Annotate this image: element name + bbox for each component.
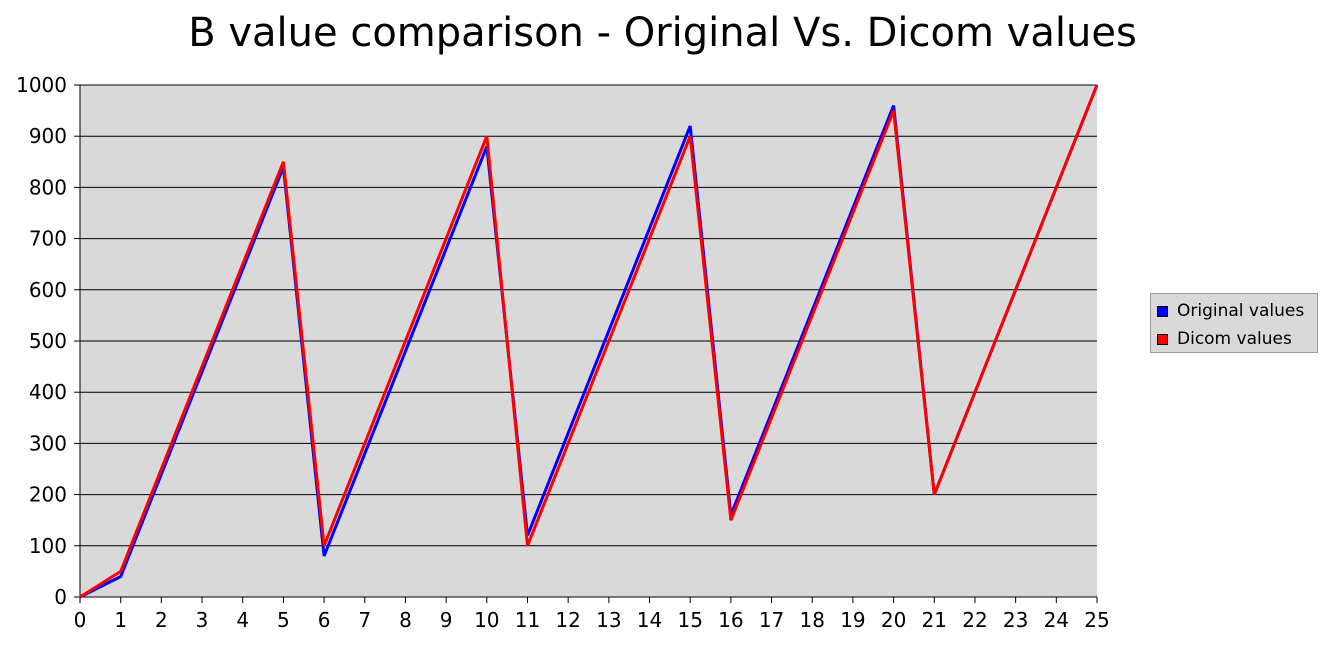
x-tick-label: 3 (196, 608, 209, 632)
x-tick-label: 2 (155, 608, 168, 632)
legend-swatch-dicom (1157, 333, 1168, 345)
y-tick-label: 500 (29, 329, 67, 353)
legend-label-dicom: Dicom values (1177, 329, 1292, 349)
x-tick-label: 7 (358, 608, 371, 632)
x-tick-label: 10 (474, 608, 499, 632)
x-tick-label: 6 (318, 608, 331, 632)
chart-title: B value comparison - Original Vs. Dicom … (188, 10, 1137, 56)
x-tick-label: 11 (515, 608, 540, 632)
y-tick-label: 800 (29, 175, 67, 199)
x-tick-label: 20 (881, 608, 906, 632)
series-line-dicom (79, 84, 1099, 599)
series-lines (79, 84, 1099, 599)
x-tick-label: 22 (962, 608, 987, 632)
y-tick-label: 300 (29, 431, 67, 455)
x-tick-label: 15 (677, 608, 702, 632)
x-tick-label: 23 (1003, 608, 1028, 632)
legend-label-original: Original values (1177, 301, 1305, 321)
legend-item-dicom: Dicom values (1157, 329, 1292, 349)
x-tick-label: 13 (596, 608, 621, 632)
legend-swatch-original (1157, 305, 1168, 317)
x-tick-label: 12 (555, 608, 580, 632)
y-tick-label: 1000 (16, 73, 67, 97)
y-tick-label: 0 (54, 585, 67, 609)
y-tick-label: 700 (29, 227, 67, 251)
x-tick-label: 18 (800, 608, 825, 632)
y-tick-label: 200 (29, 483, 67, 507)
x-tick-label: 5 (277, 608, 290, 632)
x-tick-label: 17 (759, 608, 784, 632)
y-tick-label: 100 (29, 534, 67, 558)
x-tick-label: 1 (114, 608, 127, 632)
legend: Original values Dicom values (1150, 293, 1318, 353)
x-tick-label: 9 (440, 608, 453, 632)
x-tick-label: 14 (637, 608, 662, 632)
y-tick-label: 400 (29, 380, 67, 404)
x-tick-label: 8 (399, 608, 412, 632)
x-tick-label: 24 (1044, 608, 1069, 632)
y-tick-label: 900 (29, 124, 67, 148)
x-tick-label: 16 (718, 608, 743, 632)
x-tick-label: 21 (922, 608, 947, 632)
y-tick-label: 600 (29, 278, 67, 302)
legend-item-original: Original values (1157, 301, 1304, 321)
x-tick-label: 19 (840, 608, 865, 632)
x-tick-label: 25 (1084, 608, 1109, 632)
x-tick-label: 0 (74, 608, 87, 632)
x-tick-label: 4 (236, 608, 249, 632)
